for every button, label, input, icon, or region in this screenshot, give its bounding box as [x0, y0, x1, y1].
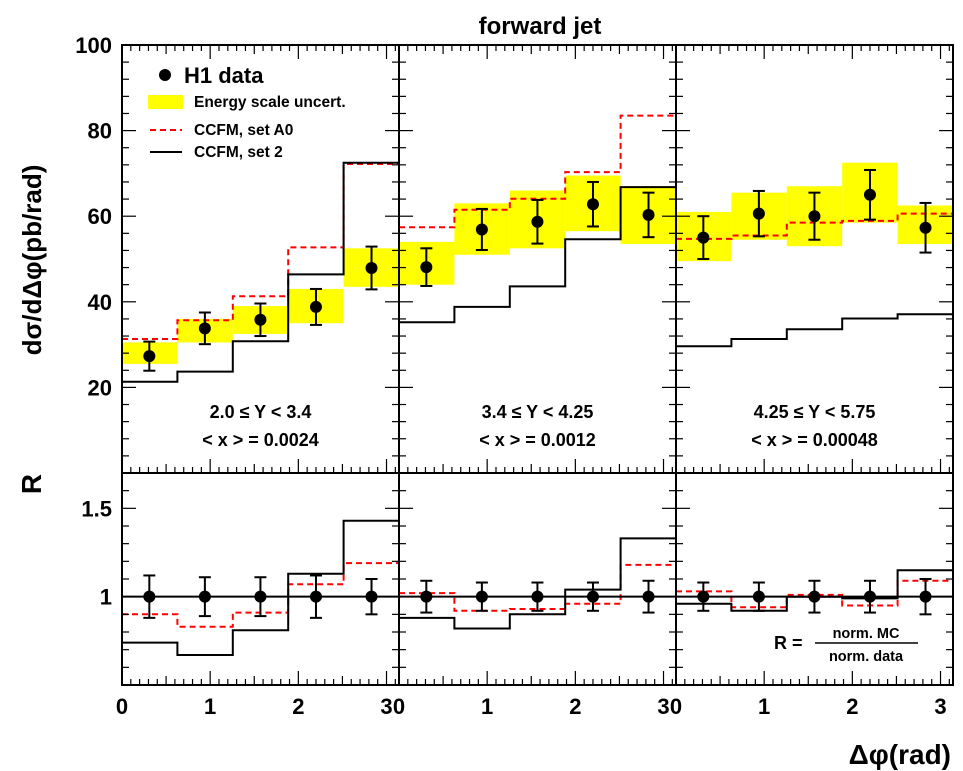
rapidity-cut-label-p1: 2.0 ≤ Y < 3.4 [210, 402, 312, 422]
ccfm-set2-curve-p3 [676, 313, 953, 348]
data-point-p2-1 [420, 261, 433, 274]
legend-data-label: H1 data [184, 63, 264, 88]
h1-data-points [143, 168, 932, 619]
rapidity-cut-label-p3: 4.25 ≤ Y < 5.75 [754, 402, 876, 422]
mean-x-label-p3: < x > = 0.00048 [751, 430, 878, 450]
ratio-point-p3-3 [808, 590, 821, 603]
legend-set2-label: CCFM, set 2 [194, 144, 283, 161]
energy-scale-bands [122, 162, 953, 364]
x-tick-label-p3: 2 [846, 694, 858, 719]
x-tick-label-p2: 1 [481, 694, 493, 719]
y-tick-label-ratio: 1.5 [81, 496, 112, 521]
x-tick-label-p3: 3 [934, 694, 946, 719]
ratio-panel-frame-p2 [398, 472, 677, 686]
chart-title: forward jet [479, 13, 602, 40]
ratio-set2-curve-p2 [399, 537, 676, 630]
legend: H1 data Energy scale uncert. CCFM, set A… [148, 63, 346, 161]
ratio-point-p2-4 [586, 590, 599, 603]
x-tick-label-p2: 2 [569, 694, 581, 719]
legend-data-marker [159, 69, 171, 81]
ratio-point-p2-2 [475, 590, 488, 603]
ratio-definition: R = norm. MC norm. data [774, 626, 918, 665]
data-point-p2-5 [642, 208, 655, 221]
rapidity-cut-label-p2: 3.4 ≤ Y < 4.25 [482, 402, 594, 422]
x-axis-label: Δφ(rad) [849, 739, 951, 770]
ratio-point-p1-2 [198, 590, 211, 603]
x-tick-label-p1: 1 [204, 694, 216, 719]
ratio-point-p1-4 [309, 590, 322, 603]
ratio-point-p3-1 [697, 590, 710, 603]
ratio-point-p1-5 [365, 590, 378, 603]
x-tick-label-p3: 1 [758, 694, 770, 719]
x-tick-label-p2: 0 [393, 694, 405, 719]
data-point-p1-1 [143, 350, 156, 363]
data-point-p2-2 [475, 223, 488, 236]
y-tick-label-top: 60 [88, 204, 112, 229]
ratio-set2-curve-p1 [122, 519, 399, 656]
data-point-p3-2 [752, 207, 765, 220]
x-tick-label-p3: 0 [670, 694, 682, 719]
ratio-point-p2-1 [420, 590, 433, 603]
y-axis-label-ratio: R [16, 474, 47, 494]
ccfm-a0-curve-p2 [399, 114, 676, 229]
y-tick-label-top: 80 [88, 119, 112, 144]
ratio-point-p3-2 [752, 590, 765, 603]
axis-ticks [121, 44, 953, 686]
ratio-point-p2-5 [642, 590, 655, 603]
ccfm-set2-curve-p1 [122, 161, 399, 383]
ccfm-set2-curve-p2 [399, 186, 676, 324]
mean-x-label-p1: < x > = 0.0024 [202, 430, 319, 450]
data-point-p3-4 [863, 188, 876, 201]
mean-x-label-p2: < x > = 0.0012 [479, 430, 596, 450]
data-point-p2-3 [531, 215, 544, 228]
ratio-point-p1-1 [143, 590, 156, 603]
data-point-p3-3 [808, 210, 821, 223]
data-point-p2-4 [586, 198, 599, 211]
data-point-p1-5 [365, 261, 378, 274]
legend-band-swatch [148, 95, 183, 109]
data-point-p3-5 [919, 221, 932, 234]
data-point-p1-2 [198, 322, 211, 335]
y-tick-label-top: 100 [75, 33, 112, 58]
x-tick-label-p2: 3 [657, 694, 669, 719]
ratio-def-prefix: R = [774, 633, 803, 653]
ratio-point-p3-4 [863, 590, 876, 603]
ratio-point-p3-5 [919, 590, 932, 603]
x-tick-label-p1: 2 [292, 694, 304, 719]
ratio-panel-frame-p3 [675, 472, 954, 686]
y-axis-label-top: dσ/dΔφ(pb/rad) [17, 165, 47, 356]
ratio-def-numerator: norm. MC [833, 626, 900, 642]
data-point-p1-3 [254, 313, 267, 326]
x-tick-label-p1: 3 [380, 694, 392, 719]
panel-cut-labels: 2.0 ≤ Y < 3.4 < x > = 0.0024 3.4 ≤ Y < 4.2… [202, 402, 878, 450]
y-tick-label-top: 20 [88, 375, 112, 400]
ratio-point-p2-3 [531, 590, 544, 603]
y-tick-label-ratio: 1 [100, 585, 112, 610]
legend-a0-label: CCFM, set A0 [194, 122, 293, 139]
ratio-def-denominator: norm. data [829, 649, 904, 665]
y-tick-label-top: 40 [88, 290, 112, 315]
x-tick-label-p1: 0 [116, 694, 128, 719]
legend-band-label: Energy scale uncert. [194, 94, 346, 111]
ratio-point-p1-3 [254, 590, 267, 603]
data-point-p1-4 [309, 300, 322, 313]
data-point-p3-1 [697, 231, 710, 244]
